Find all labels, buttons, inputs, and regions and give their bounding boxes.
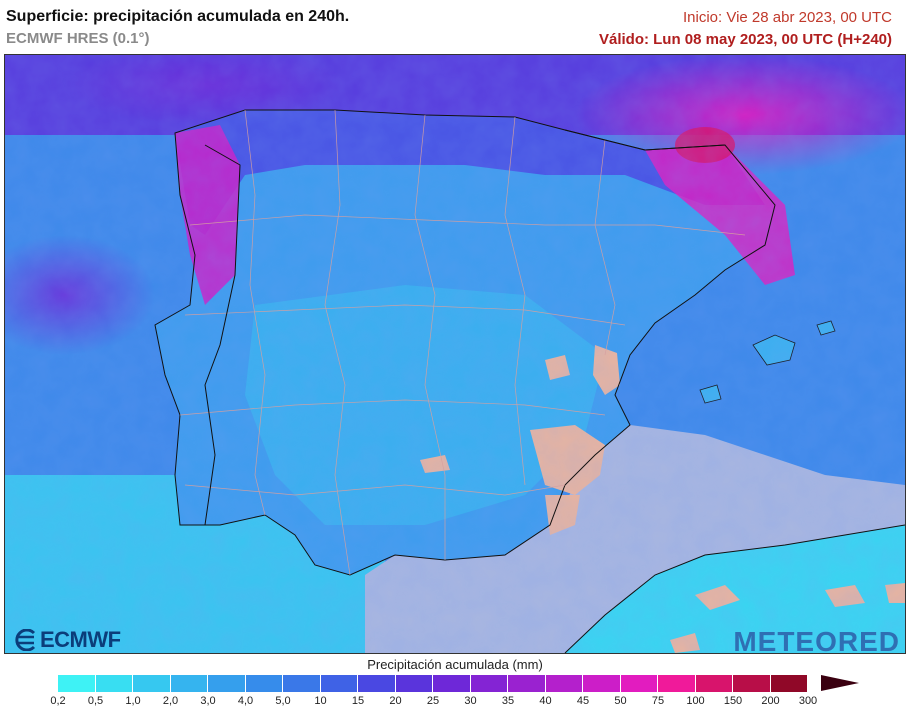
legend-swatch xyxy=(695,675,733,692)
legend-tick-label: 0,5 xyxy=(87,695,104,707)
legend-title: Precipitación acumulada (mm) xyxy=(367,657,543,672)
legend-tick-label: 35 xyxy=(501,695,515,707)
legend-swatch xyxy=(433,675,471,692)
legend-tick-label: 2,0 xyxy=(162,695,179,707)
province-borders xyxy=(179,109,746,576)
legend-swatch xyxy=(58,675,96,692)
legend-tick-label: 1,0 xyxy=(125,695,141,707)
legend-tick-label: 5,0 xyxy=(275,695,291,707)
legend-tick-label: 20 xyxy=(389,695,402,707)
header: Superficie: precipitación acumulada en 2… xyxy=(0,0,910,54)
legend-tick-label: 4,0 xyxy=(237,695,254,707)
legend-swatch xyxy=(658,675,696,692)
legend-swatch xyxy=(583,675,621,692)
legend-tick-label: 150 xyxy=(723,695,743,707)
ecmwf-logo: ECMWF xyxy=(8,627,121,652)
legend-tick-label: 0,2 xyxy=(50,695,66,707)
valid-time: Válido: Lun 08 may 2023, 00 UTC (H+240) xyxy=(598,31,892,48)
legend-swatch xyxy=(733,675,771,692)
precipitation-map[interactable] xyxy=(4,54,906,654)
map-title: Superficie: precipitación acumulada en 2… xyxy=(6,8,350,25)
ecmwf-swirl-icon xyxy=(15,629,36,651)
legend-ticks: 0,2 0,5 1,0 2,0 3,0 4,0 5,0 10 15 20 25 30 35 40 45 50 7… xyxy=(0,695,910,709)
legend-swatch xyxy=(170,675,208,692)
legend-overflow-arrow xyxy=(821,675,859,691)
model-name: ECMWF HRES (0.1°) xyxy=(6,30,150,47)
legend-tick-label: 40 xyxy=(539,695,552,707)
legend-tick-label: 25 xyxy=(426,695,440,707)
legend-tick-label: 30 xyxy=(464,695,477,707)
africa-coastline xyxy=(564,524,905,653)
legend-swatch xyxy=(358,675,396,692)
legend-colorbar xyxy=(58,675,808,692)
legend-tick-label: 10 xyxy=(314,695,327,707)
legend-swatch xyxy=(545,675,583,692)
legend-swatch xyxy=(470,675,508,692)
legend-swatch xyxy=(508,675,546,692)
init-time: Inicio: Vie 28 abr 2023, 00 UTC xyxy=(682,9,892,26)
legend-swatch xyxy=(320,675,358,692)
legend-swatch xyxy=(620,675,658,692)
legend-swatch xyxy=(770,675,808,692)
legend-tick-label: 75 xyxy=(651,695,665,707)
legend-swatch xyxy=(95,675,133,692)
legend-tick-label: 200 xyxy=(761,695,780,707)
legend-tick-label: 15 xyxy=(351,695,365,707)
meteored-logo: METEORED xyxy=(733,626,900,657)
legend-swatch xyxy=(395,675,433,692)
legend-tick-label: 45 xyxy=(576,695,590,707)
legend-tick-label: 100 xyxy=(686,695,705,707)
national-borders xyxy=(204,129,726,526)
legend-swatch xyxy=(283,675,321,692)
legend-swatch xyxy=(208,675,246,692)
map-canvas xyxy=(5,55,905,653)
legend-tick-label: 50 xyxy=(614,695,627,707)
legend-swatch xyxy=(133,675,171,692)
legend-tick-label: 3,0 xyxy=(200,695,216,707)
legend-tick-label: 300 xyxy=(798,695,818,707)
legend-swatch xyxy=(245,675,283,692)
ecmwf-logo-text: ECMWF xyxy=(40,627,121,652)
